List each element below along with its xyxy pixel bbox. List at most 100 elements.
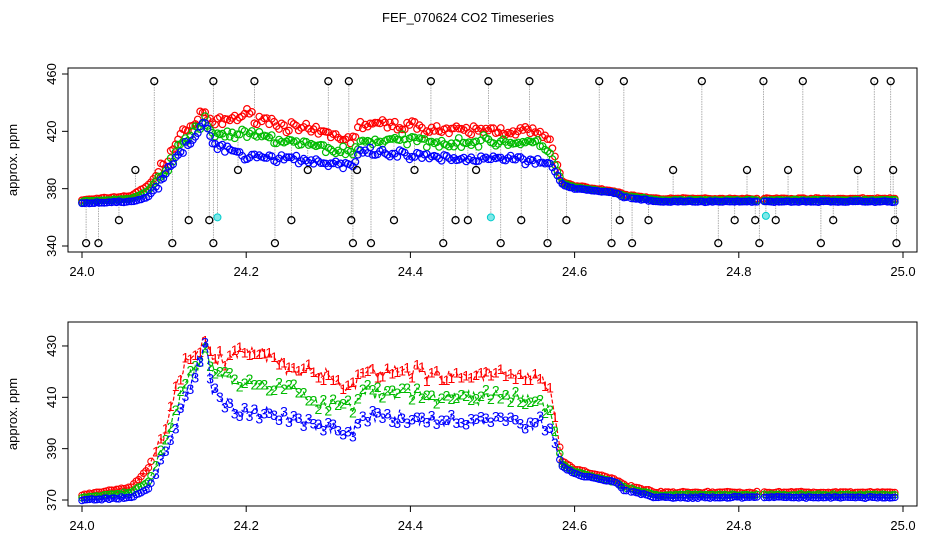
bottom-series-2-label-marker: 2 xyxy=(521,396,529,412)
top-outlier-black-point xyxy=(389,216,399,225)
bottom-series-2-label-marker: 2 xyxy=(388,382,396,398)
bottom-series-3-point xyxy=(817,493,825,501)
bottom-series-3-label-marker: 3 xyxy=(236,408,244,424)
bottom-series-2-label-marker: 2 xyxy=(536,392,544,408)
bottom-series-3-point xyxy=(661,493,670,502)
top-outlier-black-point xyxy=(451,216,460,225)
bottom-series-3-label-marker: 3 xyxy=(364,414,372,430)
top-plot-data xyxy=(78,77,901,248)
bottom-series-3-point xyxy=(733,493,741,501)
bottom-series-1-label-marker: 1 xyxy=(349,374,357,390)
top-series-3-point xyxy=(477,152,485,161)
bottom-series-3-label-marker: 3 xyxy=(379,410,387,426)
bottom-series-2-label-marker: 2 xyxy=(211,365,219,381)
bottom-series-1-label-marker: 1 xyxy=(526,372,534,388)
bottom-series-2-label-marker: 2 xyxy=(472,391,480,407)
top-series-3-point xyxy=(691,197,700,206)
bottom-series-1-label-marker: 1 xyxy=(393,364,401,380)
bottom-series-1-label-marker: 1 xyxy=(320,372,328,388)
bottom-series-2-label-marker: 2 xyxy=(423,387,431,403)
bottom-series-3-label-marker: 3 xyxy=(457,415,465,431)
bottom-series-1-label-marker: 1 xyxy=(260,345,268,361)
top-series-3-point xyxy=(169,160,178,169)
top-series-3-point xyxy=(684,197,692,206)
top-series-3-point xyxy=(297,157,306,166)
top-outlier-black-point xyxy=(742,165,752,175)
top-outlier-black-point xyxy=(270,238,280,248)
top-series-3-point xyxy=(735,197,744,206)
top-series-2-point xyxy=(491,141,500,150)
bottom-series-3-label-marker: 3 xyxy=(265,405,273,421)
top-outlier-black-point xyxy=(209,238,218,248)
top-series-2-point xyxy=(543,147,552,156)
bottom-series-3-label-marker: 3 xyxy=(315,416,323,432)
top-outlier-black-point xyxy=(303,165,312,175)
bottom-series-3-label-marker: 3 xyxy=(275,412,283,428)
top-series-2-point xyxy=(265,133,274,142)
bottom-series-1-label-marker: 1 xyxy=(251,346,259,362)
top-series-3-point xyxy=(777,197,786,206)
top-series-3-point xyxy=(578,185,586,194)
top-series-3-point xyxy=(405,155,414,164)
top-series-3-point xyxy=(775,197,783,206)
bottom-series-3-point xyxy=(676,493,685,502)
bottom-series-3-label-marker: 3 xyxy=(541,423,549,439)
top-series-1-point xyxy=(312,122,320,131)
top-series-3-point xyxy=(876,197,884,206)
top-outlier-black-point xyxy=(783,165,793,175)
bottom-series-3-point xyxy=(787,493,796,502)
bottom-series-1-label-marker: 1 xyxy=(177,371,185,387)
bottom-series-3-label-marker: 3 xyxy=(182,388,190,404)
top-outlier-black-point xyxy=(439,238,448,248)
bottom-series-1-label-marker: 1 xyxy=(541,378,549,394)
bottom-series-3-label-marker: 3 xyxy=(251,401,259,417)
bottom-series-3-label-marker: 3 xyxy=(300,418,308,434)
bottom-series-2-label-marker: 2 xyxy=(334,397,342,413)
bottom-plot-data: 1111111111111111111111111111111111111111… xyxy=(78,332,899,505)
top-series-2-point xyxy=(247,127,256,135)
bottom-series-1-label-marker: 1 xyxy=(315,369,323,385)
bottom-series-3-point xyxy=(829,493,837,501)
top-series-3-point xyxy=(366,143,375,152)
top-outlier-black-point xyxy=(463,216,473,225)
top-series-3-point xyxy=(267,152,276,161)
top-series-1-point xyxy=(418,123,426,132)
bottom-series-2-label-marker: 2 xyxy=(526,394,534,410)
top-series-3-point xyxy=(688,197,697,206)
bottom-series-3-label-marker: 3 xyxy=(339,427,347,443)
top-series-3-point xyxy=(760,197,769,206)
bottom-series-1-label-marker: 1 xyxy=(285,359,293,375)
bottom-series-2-label-marker: 2 xyxy=(344,392,352,408)
top-series-1-point xyxy=(247,107,256,116)
bottom-series-2-label-marker: 2 xyxy=(512,384,520,400)
bottom-series-2-label-marker: 2 xyxy=(457,387,465,403)
bottom-series-3-label-marker: 3 xyxy=(344,423,352,439)
top-series-1-point xyxy=(425,128,434,136)
bottom-series-1-label-marker: 1 xyxy=(246,347,254,363)
top-series-1-point xyxy=(270,117,279,126)
top-outlier-black-point xyxy=(410,165,419,175)
top-series-3-point xyxy=(669,197,677,206)
top-outlier-black-point xyxy=(250,77,259,86)
bottom-series-2-label-marker: 2 xyxy=(467,392,475,408)
top-series-3-point xyxy=(590,186,599,195)
top-series-3-point xyxy=(681,197,690,206)
bottom-series-1-label-marker: 1 xyxy=(482,363,490,379)
bottom-series-3-point xyxy=(556,455,564,464)
top-series-3-point xyxy=(203,124,212,133)
bottom-series-1-label-marker: 1 xyxy=(172,378,180,394)
bottom-series-3-label-marker: 3 xyxy=(172,420,180,436)
bottom-series-3-label-marker: 3 xyxy=(393,415,401,431)
top-series-3-point xyxy=(368,150,377,159)
bottom-series-2-label-marker: 2 xyxy=(182,375,190,391)
top-y-tick-label: 380 xyxy=(44,178,59,200)
bottom-series-1-label-marker: 1 xyxy=(265,345,273,361)
top-series-3-point xyxy=(849,197,857,206)
bottom-series-2-label-marker: 2 xyxy=(300,384,308,400)
bottom-series-2-label-marker: 2 xyxy=(477,388,485,404)
bottom-series-3-point xyxy=(780,493,788,502)
top-series-1-point xyxy=(445,129,453,138)
top-series-1-point xyxy=(494,128,503,137)
top-outlier-black-point xyxy=(730,216,739,225)
